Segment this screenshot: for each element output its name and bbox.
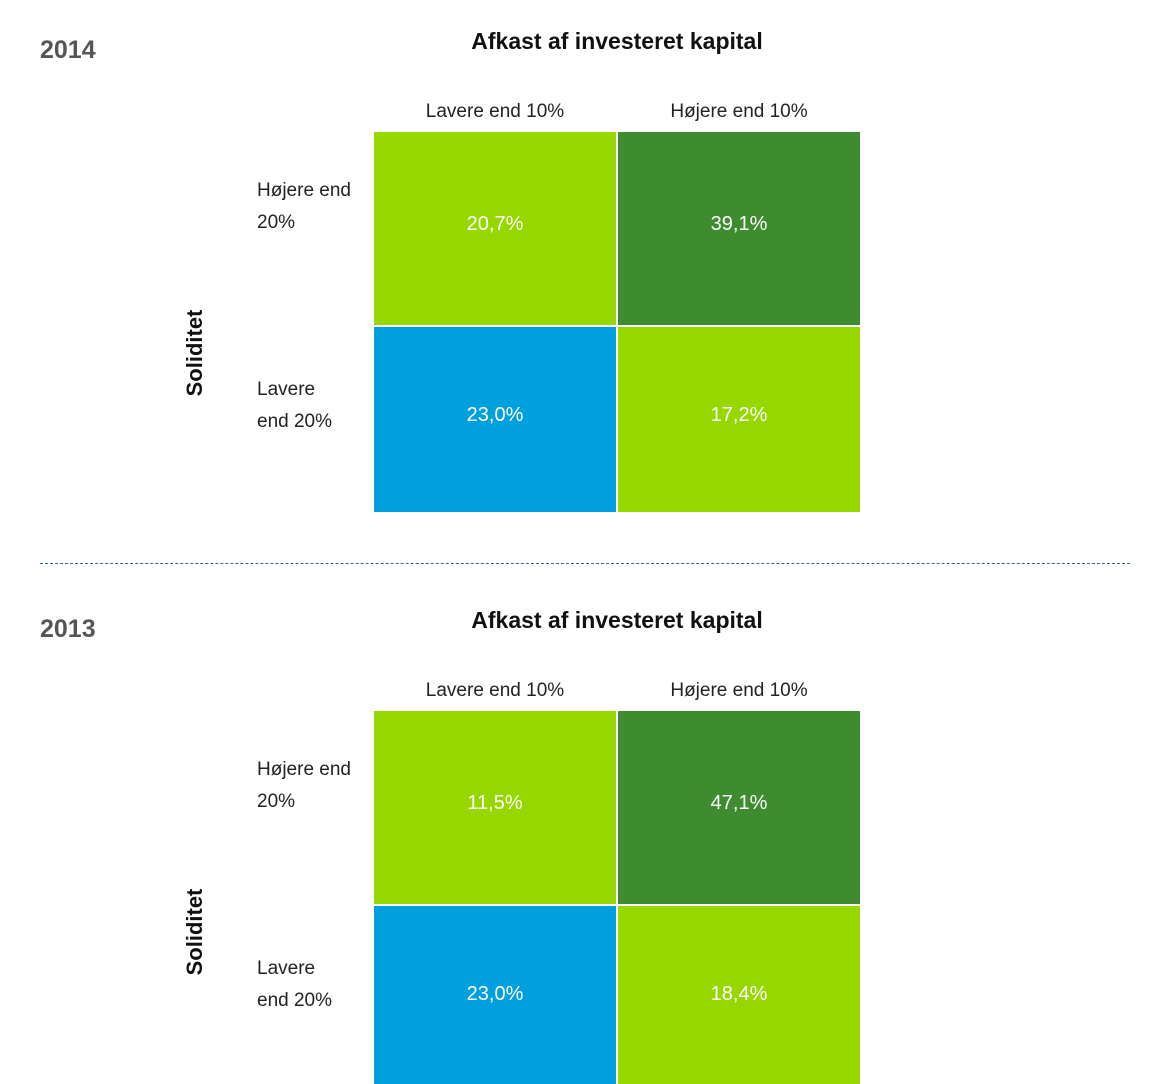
year-label: 2013 [40,615,96,643]
column-label: Højere end 10% [670,101,808,122]
cell-value-label: 47,1% [710,792,768,814]
row-label: Lavere end 20% [257,378,333,432]
cell-value-label: 23,0% [466,404,524,426]
chart-title: Afkast af investeret kapital [471,607,763,633]
cell-value-label: 39,1% [710,213,768,235]
chart-title: Afkast af investeret kapital [471,28,763,54]
cell-value-label: 20,7% [466,213,524,235]
cell-value-label: 23,0% [466,983,524,1005]
column-label: Lavere end 10% [425,680,565,701]
cell-value-label: 17,2% [710,404,768,426]
cell-value-label: 18,4% [710,983,768,1005]
cell-value-label: 11,5% [467,792,523,814]
column-label: Højere end 10% [670,680,808,701]
matrix-cell: 17,2% [618,327,860,512]
matrix-cell: 18,4% [618,906,860,1084]
row-label: Lavere end 20% [257,957,333,1011]
y-axis-label: Soliditet [182,888,207,976]
row-label: Højere end 20% [257,758,351,812]
matrix-cell: 23,0% [374,906,616,1084]
y-axis-label: Soliditet [182,309,207,397]
matrix-cell: 47,1% [618,711,860,904]
matrix-cell: 20,7% [374,132,616,325]
column-label: Lavere end 10% [425,101,565,122]
year-label: 2014 [40,36,96,64]
matrix-cell: 39,1% [618,132,860,325]
matrix-cell: 11,5% [374,711,616,904]
matrix-cell: 23,0% [374,327,616,512]
row-label: Højere end 20% [257,179,351,233]
separator [40,563,1130,564]
